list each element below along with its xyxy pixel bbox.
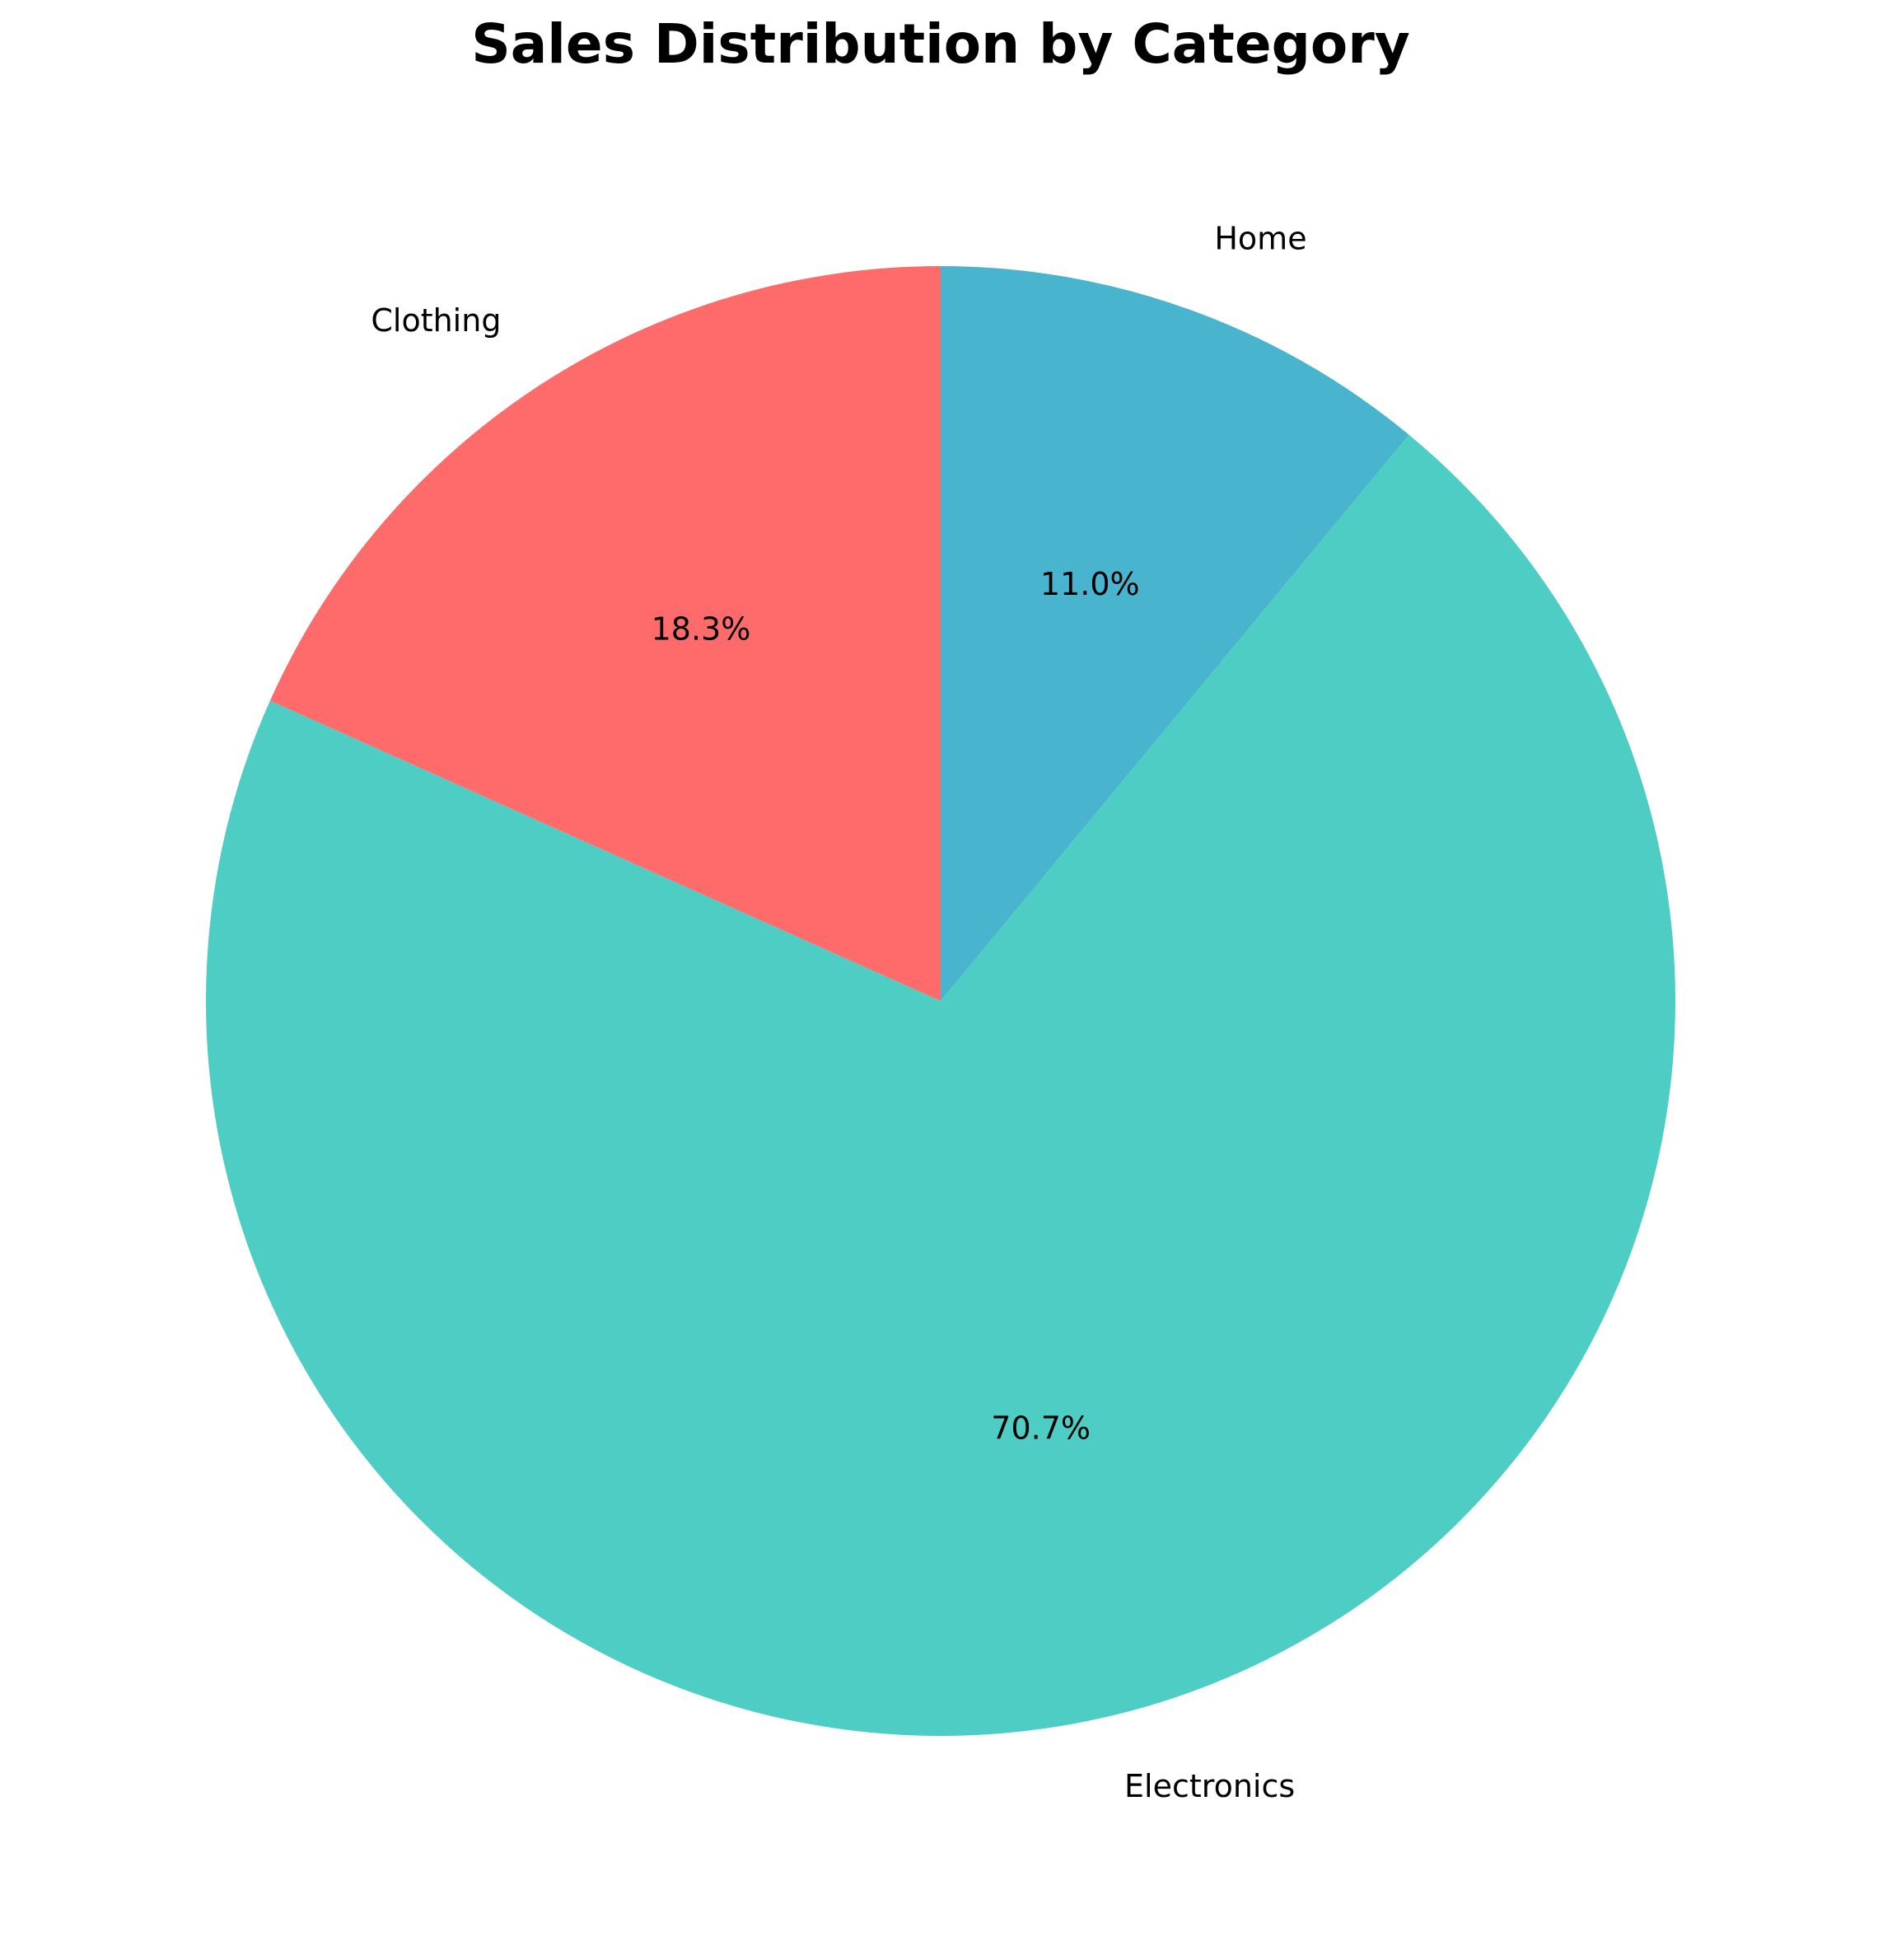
percent-label-home: 11.0% — [1040, 566, 1140, 602]
chart-title: Sales Distribution by Category — [471, 12, 1410, 76]
slice-label-clothing: Clothing — [371, 302, 501, 339]
percent-label-clothing: 18.3% — [652, 610, 751, 647]
pie-slices — [206, 266, 1676, 1737]
slice-label-home: Home — [1214, 220, 1306, 256]
pie-slice-home — [941, 266, 1409, 1001]
pie-slice-electronics — [206, 434, 1676, 1737]
pie-labels: Home 11.0% Electronics 70.7% Clothing 18.3% — [371, 220, 1306, 1804]
pie-slice-clothing — [269, 266, 941, 1001]
percent-label-electronics: 70.7% — [991, 1410, 1091, 1447]
slice-label-electronics: Electronics — [1124, 1768, 1295, 1804]
